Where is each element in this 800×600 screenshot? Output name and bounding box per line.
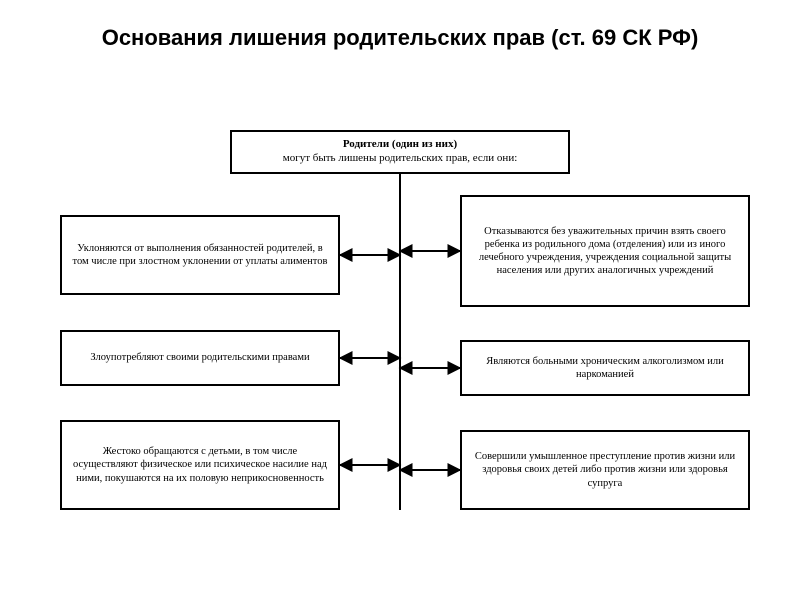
left-node-3-text: Жестоко обращаются с детьми, в том числе… xyxy=(62,439,338,490)
right-node-1-text: Отказываются без уважительных причин взя… xyxy=(462,219,748,284)
root-node-text: Родители (один из них) могут быть лишены… xyxy=(275,132,526,172)
root-node: Родители (один из них) могут быть лишены… xyxy=(230,130,570,174)
right-node-2-text: Являются больными хроническим алкоголизм… xyxy=(462,349,748,387)
left-node-2: Злоупотребляют своими родительскими прав… xyxy=(60,330,340,386)
right-node-3: Совершили умышленное преступление против… xyxy=(460,430,750,510)
right-node-2: Являются больными хроническим алкоголизм… xyxy=(460,340,750,396)
left-node-3: Жестоко обращаются с детьми, в том числе… xyxy=(60,420,340,510)
page-title: Основания лишения родительских прав (ст.… xyxy=(0,24,800,52)
left-node-1: Уклоняются от выполнения обязанностей ро… xyxy=(60,215,340,295)
right-node-3-text: Совершили умышленное преступление против… xyxy=(462,444,748,495)
left-node-2-text: Злоупотребляют своими родительскими прав… xyxy=(82,345,317,370)
root-bold: Родители (один из них) xyxy=(343,138,457,150)
diagram-canvas: Основания лишения родительских прав (ст.… xyxy=(0,0,800,600)
right-node-1: Отказываются без уважительных причин взя… xyxy=(460,195,750,307)
root-rest: могут быть лишены родительских прав, есл… xyxy=(283,152,518,164)
left-node-1-text: Уклоняются от выполнения обязанностей ро… xyxy=(62,236,338,274)
